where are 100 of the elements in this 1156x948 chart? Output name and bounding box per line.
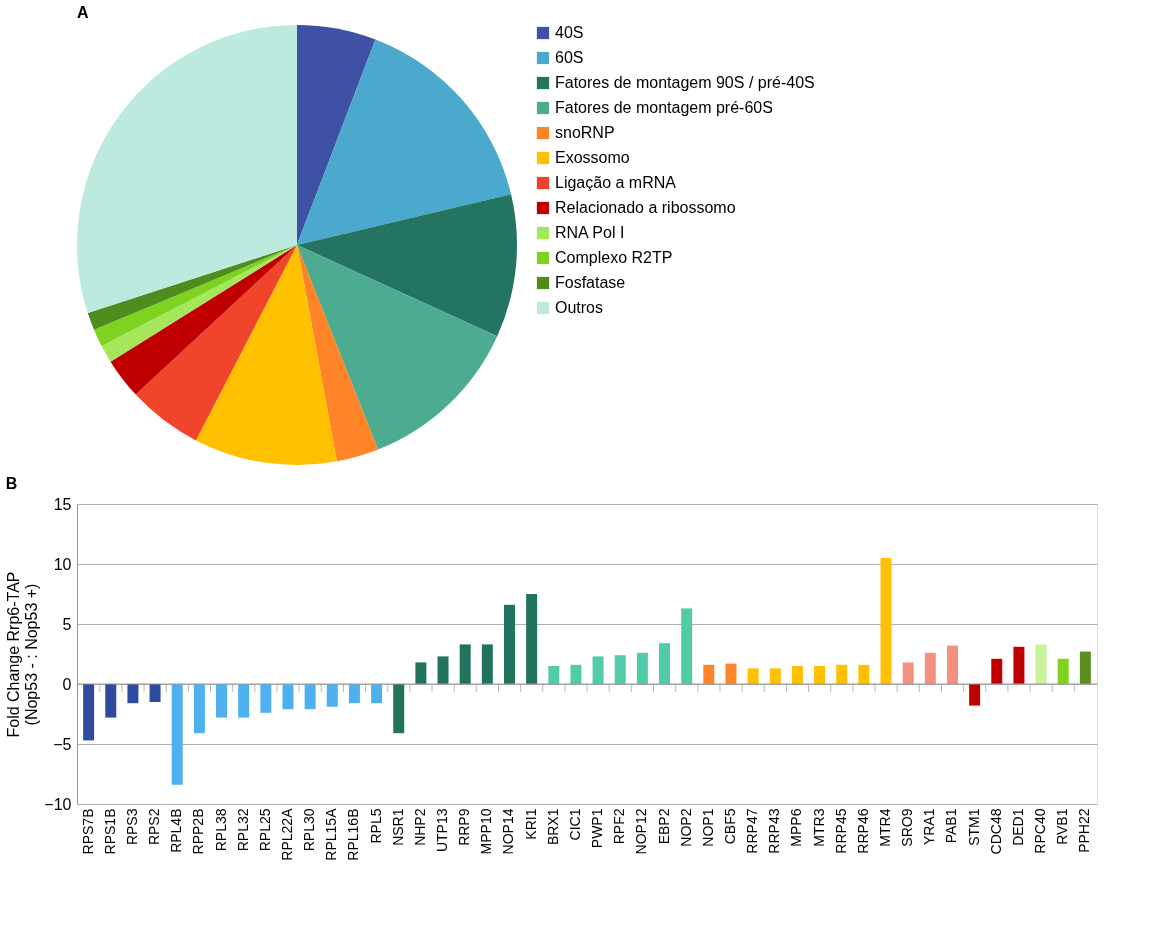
- legend-label: RNA Pol I: [555, 224, 625, 241]
- x-tick-label: KRI1: [522, 808, 539, 840]
- bar: [526, 594, 538, 684]
- bar: [282, 684, 294, 710]
- x-tick-label: NOP12: [633, 808, 650, 855]
- pie-slice: [297, 39, 512, 245]
- bar: [105, 684, 117, 718]
- bar: [437, 656, 449, 684]
- legend-label: Fatores de montagem pré-60S: [555, 99, 773, 116]
- x-tick-label: RPS3: [123, 808, 140, 846]
- bar: [791, 666, 803, 684]
- pie-slice: [101, 245, 297, 362]
- x-tick-label: RRP46: [854, 808, 871, 854]
- x-tick-label: PWP1: [589, 808, 606, 849]
- legend-label: Complexo R2TP: [555, 249, 673, 266]
- x-tick-label: RVB1: [1054, 808, 1071, 845]
- bar: [503, 604, 515, 684]
- x-tick-label: YRA1: [921, 808, 938, 846]
- pie-slice: [297, 245, 498, 450]
- bar: [326, 684, 338, 707]
- pie-slice: [195, 245, 337, 465]
- x-tick-label: RPC40: [1032, 808, 1049, 854]
- x-tick-label: MPP6: [788, 808, 805, 847]
- bar: [216, 684, 228, 718]
- x-tick-label: PPH22: [1076, 808, 1093, 853]
- chart-title: A: [77, 4, 89, 21]
- x-tick-label: RPF2: [611, 808, 628, 845]
- legend-label: 60S: [555, 49, 584, 66]
- bar: [149, 684, 161, 702]
- x-tick-label: RPL32: [234, 808, 251, 852]
- legend-label: Ligação a mRNA: [555, 174, 677, 191]
- x-tick-label: RRP9: [456, 808, 473, 846]
- x-tick-label: RPS2: [146, 808, 163, 846]
- bar: [969, 684, 981, 706]
- bar: [1035, 644, 1047, 684]
- bar: [946, 645, 958, 684]
- x-tick-label: RPL30: [301, 808, 318, 852]
- x-tick-label: EBP2: [655, 808, 672, 845]
- bar: [681, 608, 693, 684]
- x-tick-label: MPP10: [478, 808, 495, 855]
- pie-slice: [297, 245, 378, 462]
- bar: [1057, 658, 1069, 684]
- bar: [415, 662, 427, 684]
- bar: [636, 652, 648, 684]
- legend-label: Fatores de montagem 90S / pré-40S: [555, 74, 815, 91]
- x-tick-label: RRP43: [766, 808, 783, 854]
- y-axis-title: Fold Change Rrp6-TAP (Nop53 - : Nop53 +): [5, 571, 41, 738]
- bar: [348, 684, 360, 704]
- bar: [570, 664, 582, 684]
- x-tick-label: CDC48: [987, 808, 1004, 855]
- x-tick-label: RPL38: [212, 808, 229, 852]
- pie-slice: [297, 25, 376, 245]
- y-tick-label: 15: [53, 495, 72, 513]
- x-tick-label: MTR3: [810, 808, 827, 847]
- x-tick-label: RRP47: [744, 808, 761, 854]
- bar: [83, 684, 95, 741]
- bar: [459, 644, 471, 684]
- legend-label: snoRNP: [555, 124, 615, 141]
- pie-slice: [94, 245, 297, 347]
- bar: [858, 664, 870, 684]
- x-tick-label: DED1: [1009, 808, 1026, 846]
- x-tick-label: STM1: [965, 808, 982, 846]
- bar: [193, 684, 205, 734]
- y-tick-label: 0: [62, 675, 72, 693]
- bar: [304, 684, 316, 710]
- x-tick-label: RPL22A: [278, 807, 295, 861]
- x-tick-label: NOP2: [677, 808, 694, 847]
- bar: [1013, 646, 1025, 684]
- pie-slice: [110, 245, 297, 395]
- bar: [836, 664, 848, 684]
- bar: [481, 644, 493, 684]
- y-tick-label: −5: [53, 735, 72, 753]
- x-tick-label: RPL15A: [323, 807, 340, 861]
- x-tick-label: UTP13: [434, 808, 451, 853]
- bar: [127, 684, 139, 704]
- x-tick-label: CBF5: [721, 808, 738, 845]
- x-tick-label: CIC1: [566, 808, 583, 841]
- x-tick-label: RPL25: [256, 808, 273, 852]
- chart-title: B: [5, 475, 18, 492]
- x-tick-label: NOP1: [699, 808, 716, 847]
- x-tick-label: RPL5: [367, 808, 384, 844]
- pie-slice: [77, 25, 297, 313]
- x-tick-label: NSR1: [389, 808, 406, 846]
- x-tick-label: RPS1B: [101, 808, 118, 855]
- x-tick-label: BRX1: [544, 808, 561, 846]
- x-tick-label: RPS7B: [79, 808, 96, 855]
- x-tick-label: NHP2: [411, 808, 428, 846]
- bar: [924, 652, 936, 684]
- bar: [1079, 651, 1091, 684]
- pie-slice: [135, 245, 297, 441]
- legend-label: 40S: [555, 24, 584, 41]
- x-tick-label: RPP2B: [190, 808, 207, 855]
- bar: [371, 684, 383, 704]
- bar: [703, 664, 715, 684]
- x-tick-label: MTR4: [877, 808, 894, 847]
- bar: [548, 666, 560, 684]
- bar: [902, 662, 914, 684]
- bar: [238, 684, 250, 718]
- bar: [260, 684, 272, 713]
- x-tick-label: PAB1: [943, 808, 960, 844]
